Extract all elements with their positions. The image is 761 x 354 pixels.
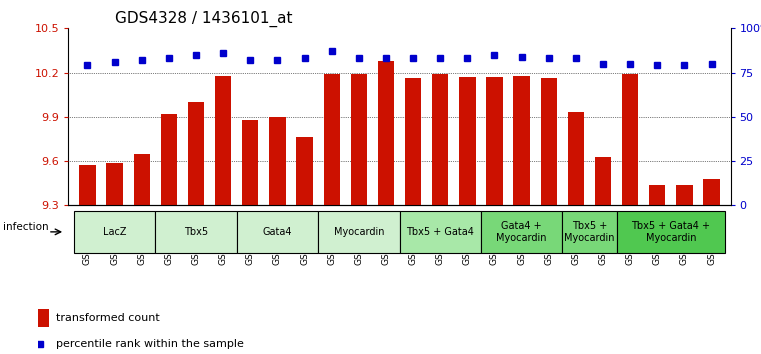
- Bar: [297, 137, 313, 205]
- Bar: [622, 74, 638, 205]
- Text: GDS4328 / 1436101_at: GDS4328 / 1436101_at: [115, 11, 292, 27]
- Bar: [649, 185, 665, 205]
- Bar: [703, 179, 720, 205]
- Bar: [161, 114, 177, 205]
- Bar: [568, 113, 584, 205]
- Text: Tbx5: Tbx5: [184, 227, 208, 237]
- Bar: [377, 61, 394, 205]
- FancyBboxPatch shape: [237, 211, 318, 253]
- Bar: [459, 77, 476, 205]
- Bar: [677, 185, 693, 205]
- Bar: [432, 74, 448, 205]
- FancyBboxPatch shape: [481, 211, 562, 253]
- Text: Tbx5 +
Myocardin: Tbx5 + Myocardin: [564, 221, 615, 243]
- Bar: [134, 154, 150, 205]
- FancyBboxPatch shape: [155, 211, 237, 253]
- Bar: [188, 102, 204, 205]
- FancyBboxPatch shape: [616, 211, 725, 253]
- FancyBboxPatch shape: [562, 211, 616, 253]
- Text: Gata4 +
Myocardin: Gata4 + Myocardin: [496, 221, 547, 243]
- Bar: [405, 79, 422, 205]
- Bar: [514, 75, 530, 205]
- Text: percentile rank within the sample: percentile rank within the sample: [56, 339, 244, 349]
- Bar: [595, 156, 611, 205]
- Text: LacZ: LacZ: [103, 227, 126, 237]
- Text: Gata4: Gata4: [263, 227, 292, 237]
- Bar: [242, 120, 259, 205]
- Bar: [351, 74, 367, 205]
- Text: Myocardin: Myocardin: [333, 227, 384, 237]
- Bar: [107, 162, 123, 205]
- Text: infection: infection: [4, 222, 49, 232]
- Text: Tbx5 + Gata4: Tbx5 + Gata4: [406, 227, 474, 237]
- FancyBboxPatch shape: [318, 211, 400, 253]
- FancyBboxPatch shape: [74, 211, 155, 253]
- FancyBboxPatch shape: [400, 211, 481, 253]
- Bar: [38, 309, 49, 327]
- Bar: [269, 117, 285, 205]
- Text: transformed count: transformed count: [56, 313, 160, 323]
- Bar: [215, 75, 231, 205]
- Text: Tbx5 + Gata4 +
Myocardin: Tbx5 + Gata4 + Myocardin: [632, 221, 710, 243]
- Bar: [79, 166, 96, 205]
- Bar: [323, 74, 340, 205]
- Bar: [486, 77, 502, 205]
- Bar: [540, 79, 557, 205]
